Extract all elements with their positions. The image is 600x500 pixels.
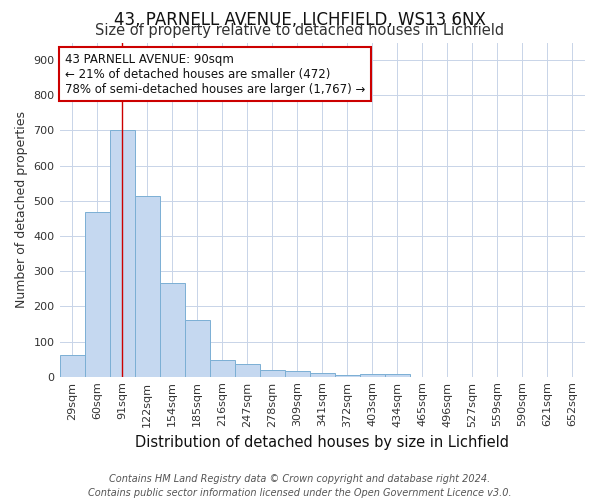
Bar — [385, 374, 410, 376]
Y-axis label: Number of detached properties: Number of detached properties — [15, 111, 28, 308]
Bar — [235, 364, 260, 376]
Text: 43, PARNELL AVENUE, LICHFIELD, WS13 6NX: 43, PARNELL AVENUE, LICHFIELD, WS13 6NX — [114, 11, 486, 29]
Text: 43 PARNELL AVENUE: 90sqm
← 21% of detached houses are smaller (472)
78% of semi-: 43 PARNELL AVENUE: 90sqm ← 21% of detach… — [65, 52, 365, 96]
Bar — [335, 375, 360, 376]
Bar — [285, 372, 310, 376]
Text: Size of property relative to detached houses in Lichfield: Size of property relative to detached ho… — [95, 22, 505, 38]
Bar — [134, 196, 160, 376]
Bar — [160, 284, 185, 376]
Bar — [110, 130, 134, 376]
Bar — [85, 212, 110, 376]
Bar — [310, 373, 335, 376]
X-axis label: Distribution of detached houses by size in Lichfield: Distribution of detached houses by size … — [135, 435, 509, 450]
Bar — [59, 355, 85, 376]
Text: Contains HM Land Registry data © Crown copyright and database right 2024.
Contai: Contains HM Land Registry data © Crown c… — [88, 474, 512, 498]
Bar — [209, 360, 235, 376]
Bar — [185, 320, 209, 376]
Bar — [260, 370, 285, 376]
Bar — [360, 374, 385, 376]
